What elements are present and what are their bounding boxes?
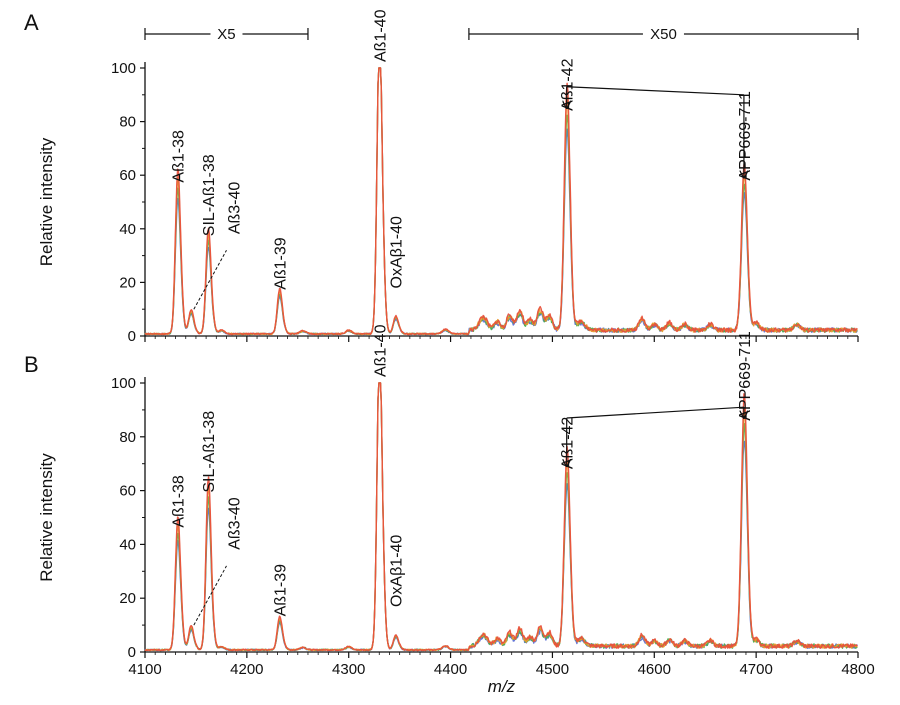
peak-label: Aß1-40 xyxy=(372,324,389,377)
bracket-connector xyxy=(566,406,744,419)
peak-label: Aß1-39 xyxy=(272,564,289,617)
y-axis-title: Relative intensity xyxy=(37,453,56,582)
x-tick-label: 4200 xyxy=(230,661,263,678)
panel-label: A xyxy=(24,10,39,35)
peak-label: Aß3-40 xyxy=(227,497,244,550)
spectrum-trace xyxy=(144,382,858,652)
peak-label: Aß1-39 xyxy=(272,237,289,290)
y-tick-label: 60 xyxy=(119,483,136,500)
y-tick-label: 100 xyxy=(111,60,136,77)
peak-label: Aß1-40 xyxy=(372,9,389,62)
y-tick-label: 20 xyxy=(119,274,136,291)
y-tick-label: 0 xyxy=(128,328,136,345)
scale-label: X50 xyxy=(650,26,677,43)
peak-label: Aß1-42 xyxy=(560,417,577,470)
y-tick-label: 20 xyxy=(119,590,136,607)
y-tick-label: 80 xyxy=(119,114,136,131)
peak-label: Aß1-38 xyxy=(171,475,188,528)
x-tick-label: 4100 xyxy=(128,661,161,678)
peak-leader-line xyxy=(193,565,227,626)
peak-label: APP669-711 xyxy=(737,91,754,181)
peak-label: OxAβ1-40 xyxy=(389,535,406,607)
x-tick-label: 4600 xyxy=(638,661,671,678)
y-tick-label: 40 xyxy=(119,221,136,238)
scale-label: X5 xyxy=(217,26,235,43)
peak-label: Aß1-38 xyxy=(171,130,188,183)
scale-marker-x50: X50 xyxy=(468,26,859,43)
peak-label: Aß3-40 xyxy=(227,182,244,235)
x-tick-label: 4400 xyxy=(434,661,467,678)
panel-A: A 0 20 40 60 80 100 Relative intensity Aß1-38 Aß3… xyxy=(24,9,859,345)
panel-B: B 0 20 40 60 80 100 4100 4200 4300 4400 4500 4600 470… xyxy=(24,324,875,696)
x-tick-label: 4300 xyxy=(332,661,365,678)
peak-label: SIL-Aß1-38 xyxy=(201,154,218,236)
peak-label: Aß1-42 xyxy=(560,58,577,111)
y-tick-label: 40 xyxy=(119,536,136,553)
panel-label: B xyxy=(24,352,39,377)
scale-marker-x5: X5 xyxy=(144,26,309,43)
y-tick-label: 60 xyxy=(119,167,136,184)
peak-leader-line xyxy=(193,249,227,310)
x-tick-label: 4800 xyxy=(841,661,874,678)
peak-label: APP669-711 xyxy=(737,331,754,421)
y-tick-label: 80 xyxy=(119,429,136,446)
x-tick-label: 4500 xyxy=(536,661,569,678)
peak-label: SIL-Aß1-38 xyxy=(201,411,218,493)
x-axis-title: m/z xyxy=(488,677,516,696)
spectrum-trace xyxy=(144,67,858,336)
y-tick-label: 0 xyxy=(128,644,136,661)
peak-label: OxAβ1-40 xyxy=(389,216,406,288)
x-tick-label: 4700 xyxy=(739,661,772,678)
y-axis-title: Relative intensity xyxy=(37,137,56,266)
bracket-connector xyxy=(566,86,744,96)
y-tick-label: 100 xyxy=(111,375,136,392)
